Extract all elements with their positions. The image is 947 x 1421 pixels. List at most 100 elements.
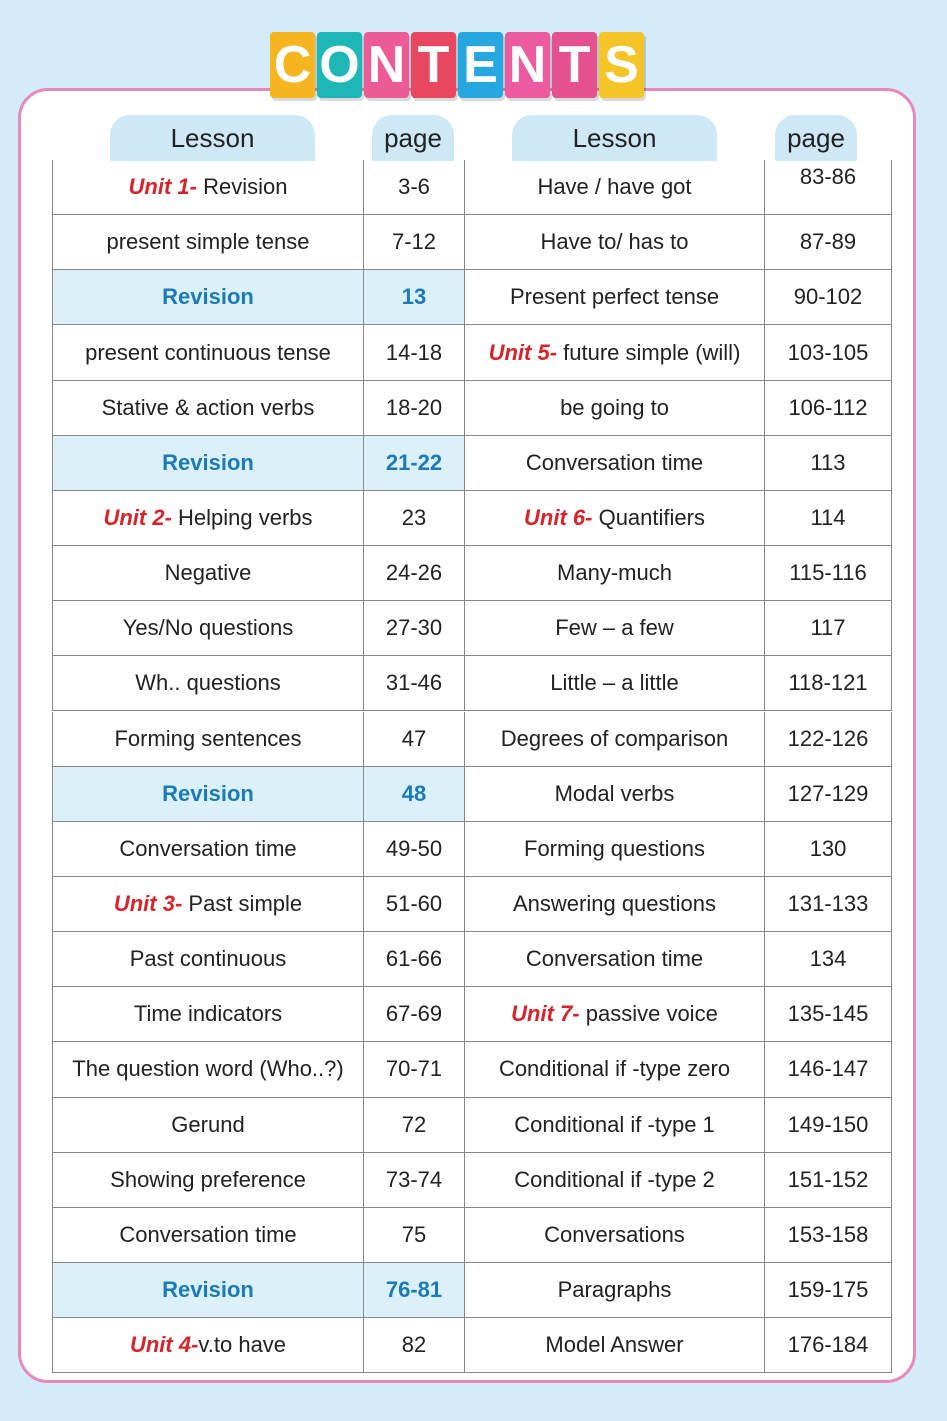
- lesson-text: Paragraphs: [557, 1277, 672, 1303]
- title-letter: N: [505, 32, 550, 98]
- unit-label: Unit 3-: [113, 891, 189, 916]
- column-header: Lesson: [512, 115, 717, 161]
- lesson-text: Conversation time: [525, 946, 704, 972]
- page-cell: 83-86: [765, 160, 892, 216]
- page-cell: 134: [765, 932, 892, 988]
- lesson-text: Conversation time: [119, 835, 297, 861]
- lesson-text: Stative & action verbs: [101, 394, 315, 420]
- lesson-cell: The question word (Who..?): [52, 1042, 364, 1098]
- page-cell: 106-112: [765, 380, 892, 436]
- page-cell: 117: [765, 601, 892, 657]
- title-letter: C: [270, 32, 315, 98]
- lesson-cell: Unit 5- future simple (will): [465, 325, 765, 381]
- lesson-text: passive voice: [585, 1001, 718, 1027]
- lesson-cell: Unit 7- passive voice: [465, 987, 765, 1043]
- lesson-cell: Unit 4- v.to have: [52, 1318, 364, 1374]
- lesson-text: Gerund: [171, 1111, 245, 1137]
- page-cell: 47: [364, 711, 465, 767]
- page-cell: 90-102: [765, 270, 892, 326]
- title-letter: O: [317, 32, 362, 98]
- lesson-text: Conditional if -type zero: [498, 1056, 731, 1082]
- lesson-cell: Conversation time: [52, 1207, 364, 1263]
- lesson-text: Revision: [162, 1277, 254, 1303]
- lesson-text: Conversation time: [119, 1221, 297, 1247]
- lesson-text: Conditional if -type 2: [514, 1166, 715, 1192]
- title-letter: T: [552, 32, 597, 98]
- lesson-text: Time indicators: [133, 1001, 283, 1027]
- lesson-cell: Revision: [52, 270, 364, 326]
- page-cell: 103-105: [765, 325, 892, 381]
- lesson-text: Revision: [162, 284, 254, 310]
- lesson-text: Wh.. questions: [135, 670, 281, 696]
- page-cell: 51-60: [364, 876, 465, 933]
- column-header: page: [372, 115, 454, 161]
- lesson-cell: Conditional if -type zero: [465, 1042, 765, 1098]
- lesson-text: Past simple: [188, 891, 303, 916]
- page-cell: 14-18: [364, 325, 465, 381]
- page-cell: 135-145: [765, 987, 892, 1043]
- title-letter: S: [599, 32, 644, 98]
- lesson-text: present simple tense: [106, 229, 310, 255]
- page-cell: 70-71: [364, 1042, 465, 1098]
- lesson-cell: present continuous tense: [52, 325, 364, 381]
- page-cell: 87-89: [765, 215, 892, 271]
- lesson-text: Few – a few: [555, 615, 674, 641]
- lesson-cell: Unit 6- Quantifiers: [465, 490, 765, 547]
- lesson-cell: Negative: [52, 546, 364, 602]
- lesson-cell: Wh.. questions: [52, 656, 364, 712]
- page-cell: 21-22: [364, 435, 465, 491]
- page-cell: 23: [364, 490, 465, 547]
- page-cell: 27-30: [364, 601, 465, 657]
- lesson-text: be going to: [560, 394, 669, 420]
- lesson-text: Revision: [162, 780, 254, 806]
- lesson-text: Forming sentences: [114, 725, 302, 751]
- lesson-cell: Modal verbs: [465, 766, 765, 822]
- lesson-text: Present perfect tense: [509, 284, 720, 310]
- page-cell: 146-147: [765, 1042, 892, 1098]
- lesson-cell: Revision: [52, 766, 364, 822]
- lesson-cell: Conversations: [465, 1207, 765, 1263]
- page-cell: 127-129: [765, 766, 892, 822]
- lesson-cell: Conditional if -type 2: [465, 1152, 765, 1208]
- lesson-cell: Past continuous: [52, 932, 364, 988]
- lesson-cell: Few – a few: [465, 601, 765, 657]
- lesson-text: Revision: [203, 174, 288, 200]
- lesson-cell: Present perfect tense: [465, 270, 765, 326]
- page-cell: 153-158: [765, 1207, 892, 1263]
- lesson-cell: Revision: [52, 435, 364, 491]
- lesson-cell: Conversation time: [52, 821, 364, 877]
- lesson-cell: Conditional if -type 1: [465, 1097, 765, 1153]
- page-cell: 18-20: [364, 380, 465, 436]
- lesson-text: Revision: [162, 449, 254, 475]
- column-header: page: [775, 115, 857, 161]
- lesson-cell: present simple tense: [52, 215, 364, 271]
- page-cell: 13: [364, 270, 465, 326]
- lesson-text: Conversations: [544, 1221, 685, 1247]
- lesson-text: Modal verbs: [554, 780, 675, 806]
- lesson-cell: Forming sentences: [52, 711, 364, 767]
- unit-label: Unit 7-: [511, 1001, 586, 1027]
- lesson-cell: Model Answer: [465, 1318, 765, 1374]
- lesson-cell: Unit 1- Revision: [52, 160, 364, 216]
- lesson-cell: Conversation time: [465, 435, 765, 491]
- lesson-text: Yes/No questions: [122, 615, 294, 641]
- title-letter: E: [458, 32, 503, 98]
- page-cell: 114: [765, 490, 892, 547]
- unit-label: Unit 6-: [524, 504, 599, 530]
- lesson-text: v.to have: [198, 1332, 287, 1358]
- lesson-cell: Have to/ has to: [465, 215, 765, 271]
- lesson-cell: Gerund: [52, 1097, 364, 1153]
- lesson-text: Helping verbs: [178, 504, 313, 530]
- title-letter: T: [411, 32, 456, 98]
- page-cell: 151-152: [765, 1152, 892, 1208]
- unit-label: Unit 1-: [128, 174, 204, 200]
- page-cell: 67-69: [364, 987, 465, 1043]
- lesson-text: Have / have got: [537, 174, 692, 200]
- page-cell: 176-184: [765, 1318, 892, 1374]
- lesson-cell: Have / have got: [465, 160, 765, 216]
- lesson-text: Degrees of comparison: [500, 725, 729, 751]
- page-cell: 61-66: [364, 932, 465, 988]
- lesson-cell: Unit 2- Helping verbs: [52, 490, 364, 547]
- lesson-cell: Revision: [52, 1263, 364, 1319]
